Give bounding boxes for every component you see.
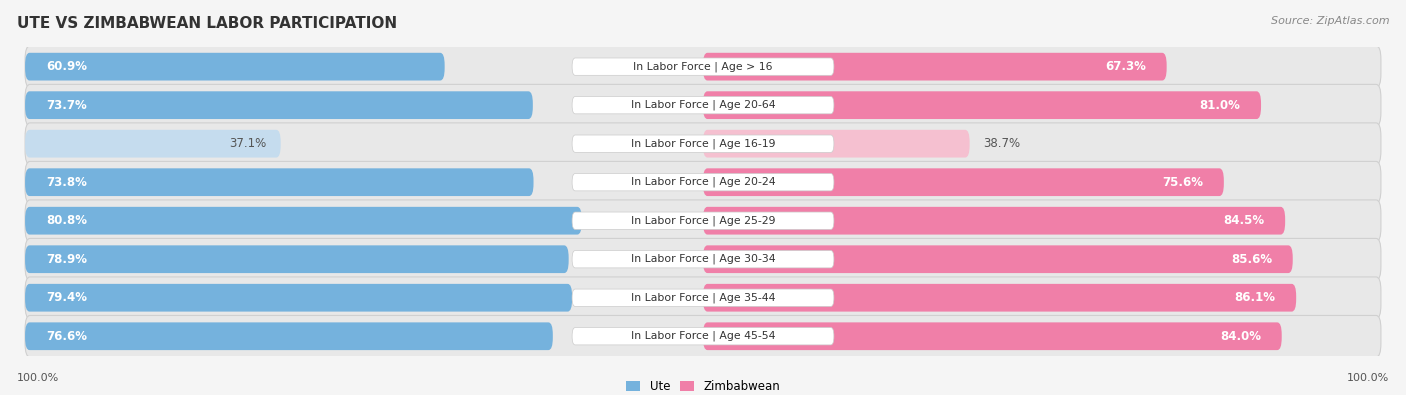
Text: 38.7%: 38.7% xyxy=(983,137,1021,150)
FancyBboxPatch shape xyxy=(25,316,1381,357)
FancyBboxPatch shape xyxy=(703,284,1296,312)
Text: In Labor Force | Age > 16: In Labor Force | Age > 16 xyxy=(633,61,773,72)
FancyBboxPatch shape xyxy=(25,53,444,81)
Text: 75.6%: 75.6% xyxy=(1163,176,1204,189)
FancyBboxPatch shape xyxy=(572,173,834,191)
Text: In Labor Force | Age 20-24: In Labor Force | Age 20-24 xyxy=(631,177,775,188)
Text: In Labor Force | Age 45-54: In Labor Force | Age 45-54 xyxy=(631,331,775,342)
FancyBboxPatch shape xyxy=(25,46,1381,87)
FancyBboxPatch shape xyxy=(703,91,1261,119)
FancyBboxPatch shape xyxy=(572,289,834,307)
Text: 100.0%: 100.0% xyxy=(1347,373,1389,383)
FancyBboxPatch shape xyxy=(572,212,834,229)
Text: 84.5%: 84.5% xyxy=(1223,214,1264,227)
Text: 73.8%: 73.8% xyxy=(46,176,87,189)
FancyBboxPatch shape xyxy=(25,85,1381,126)
FancyBboxPatch shape xyxy=(703,322,1282,350)
Text: 67.3%: 67.3% xyxy=(1105,60,1146,73)
FancyBboxPatch shape xyxy=(572,58,834,75)
FancyBboxPatch shape xyxy=(25,91,533,119)
FancyBboxPatch shape xyxy=(572,96,834,114)
FancyBboxPatch shape xyxy=(703,168,1223,196)
Text: 85.6%: 85.6% xyxy=(1230,253,1272,266)
Text: 79.4%: 79.4% xyxy=(46,291,87,304)
FancyBboxPatch shape xyxy=(25,322,553,350)
Text: Source: ZipAtlas.com: Source: ZipAtlas.com xyxy=(1271,16,1389,26)
FancyBboxPatch shape xyxy=(572,250,834,268)
Text: 78.9%: 78.9% xyxy=(46,253,87,266)
Text: 81.0%: 81.0% xyxy=(1199,99,1240,112)
Text: UTE VS ZIMBABWEAN LABOR PARTICIPATION: UTE VS ZIMBABWEAN LABOR PARTICIPATION xyxy=(17,16,396,31)
Text: 86.1%: 86.1% xyxy=(1234,291,1275,304)
Text: 84.0%: 84.0% xyxy=(1220,330,1261,343)
FancyBboxPatch shape xyxy=(25,239,1381,280)
Text: 73.7%: 73.7% xyxy=(46,99,87,112)
FancyBboxPatch shape xyxy=(703,130,970,158)
FancyBboxPatch shape xyxy=(25,277,1381,318)
Text: 76.6%: 76.6% xyxy=(46,330,87,343)
Text: In Labor Force | Age 25-29: In Labor Force | Age 25-29 xyxy=(631,215,775,226)
Text: In Labor Force | Age 16-19: In Labor Force | Age 16-19 xyxy=(631,138,775,149)
Text: 80.8%: 80.8% xyxy=(46,214,87,227)
FancyBboxPatch shape xyxy=(25,168,533,196)
FancyBboxPatch shape xyxy=(25,200,1381,241)
Text: 100.0%: 100.0% xyxy=(17,373,59,383)
FancyBboxPatch shape xyxy=(703,245,1292,273)
Text: 60.9%: 60.9% xyxy=(46,60,87,73)
FancyBboxPatch shape xyxy=(25,162,1381,203)
Text: In Labor Force | Age 20-64: In Labor Force | Age 20-64 xyxy=(631,100,775,111)
Text: In Labor Force | Age 30-34: In Labor Force | Age 30-34 xyxy=(631,254,775,265)
FancyBboxPatch shape xyxy=(703,207,1285,235)
FancyBboxPatch shape xyxy=(25,123,1381,164)
Legend: Ute, Zimbabwean: Ute, Zimbabwean xyxy=(626,380,780,393)
FancyBboxPatch shape xyxy=(572,327,834,345)
FancyBboxPatch shape xyxy=(25,284,572,312)
Text: In Labor Force | Age 35-44: In Labor Force | Age 35-44 xyxy=(631,292,775,303)
FancyBboxPatch shape xyxy=(703,53,1167,81)
FancyBboxPatch shape xyxy=(572,135,834,152)
FancyBboxPatch shape xyxy=(25,207,582,235)
FancyBboxPatch shape xyxy=(25,130,281,158)
Text: 37.1%: 37.1% xyxy=(229,137,267,150)
FancyBboxPatch shape xyxy=(25,245,568,273)
